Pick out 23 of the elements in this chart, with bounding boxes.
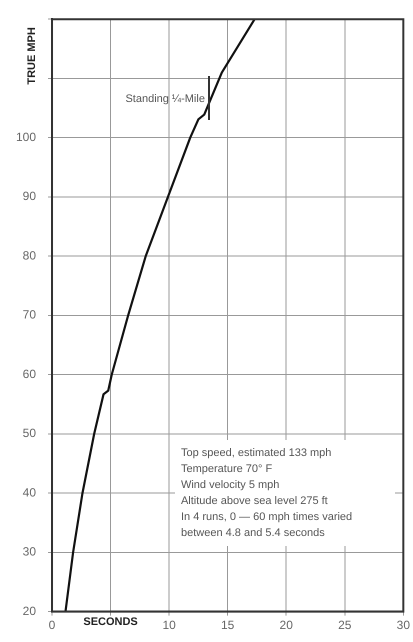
x-tick-label: 0 bbox=[48, 618, 56, 632]
x-tick-label: 25 bbox=[338, 618, 352, 632]
y-tick-label: 100 bbox=[16, 130, 36, 144]
annotation: In 4 runs, 0 — 60 mph times varied between 4.8 and 5.4 seconds bbox=[180, 510, 354, 541]
y-tick-label: 20 bbox=[22, 604, 36, 618]
x-tick-label: 30 bbox=[396, 618, 410, 632]
y-axis-title: TRUE MPH bbox=[26, 27, 38, 85]
y-tick-label: 70 bbox=[22, 308, 36, 322]
x-axis-title: SECONDS bbox=[83, 616, 138, 628]
annotation: Altitude above sea level 275 ft bbox=[180, 494, 329, 509]
x-tick-label: 20 bbox=[280, 618, 294, 632]
annotation: Temperature 70° F bbox=[180, 462, 274, 477]
y-tick-label: 50 bbox=[22, 426, 36, 440]
annotation: Standing ¼-Mile bbox=[125, 93, 205, 106]
annotation: Wind velocity 5 mph bbox=[180, 478, 280, 493]
x-tick-label: 15 bbox=[220, 618, 235, 632]
y-tick-label: 40 bbox=[22, 485, 36, 500]
y-tick-label: 30 bbox=[22, 544, 36, 559]
y-tick-label: 60 bbox=[22, 366, 36, 381]
y-tick-label: 80 bbox=[22, 248, 36, 262]
y-tick-label: 90 bbox=[22, 189, 36, 204]
x-tick-label: 10 bbox=[162, 618, 176, 632]
annotation: Top speed, estimated 133 mph bbox=[180, 446, 332, 461]
